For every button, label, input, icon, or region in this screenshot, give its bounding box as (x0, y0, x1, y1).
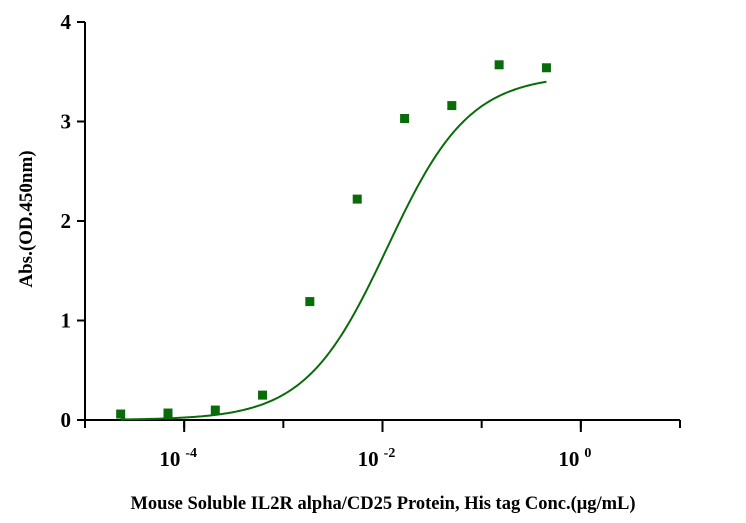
x-tick-exponent: -2 (384, 446, 396, 461)
y-tick-label: 1 (61, 309, 72, 333)
x-ticks: 10 -4 10 -2 10 0 (84, 420, 681, 471)
data-point (352, 194, 362, 204)
x-tick-base: 10 (159, 447, 180, 471)
data-point (494, 60, 504, 70)
x-tick-exponent: 0 (584, 446, 591, 461)
data-points (116, 60, 551, 419)
data-point (305, 297, 315, 307)
y-tick-label: 2 (61, 209, 72, 233)
data-point (210, 405, 220, 415)
x-tick-base: 10 (558, 447, 579, 471)
y-tick-label: 0 (61, 408, 72, 432)
x-tick-label: 10 0 (558, 446, 591, 471)
y-tick-label: 3 (61, 110, 72, 134)
y-tick-label: 4 (61, 10, 72, 34)
x-tick-label: 10 -4 (159, 446, 197, 471)
x-tick-exponent: -4 (185, 446, 197, 461)
data-point (163, 408, 173, 418)
data-point (116, 409, 126, 419)
data-point (258, 390, 268, 400)
y-ticks: 0 1 2 3 4 (61, 10, 85, 432)
y-axis-label: Abs.(OD.450nm) (16, 150, 37, 287)
x-tick-label: 10 -2 (358, 446, 396, 471)
x-tick-base: 10 (358, 447, 379, 471)
data-point (447, 101, 457, 111)
data-point (400, 114, 410, 124)
data-point (541, 63, 551, 73)
axes (84, 22, 680, 421)
fit-curve (120, 80, 547, 421)
x-axis-label: Mouse Soluble IL2R alpha/CD25 Protein, H… (130, 494, 635, 514)
